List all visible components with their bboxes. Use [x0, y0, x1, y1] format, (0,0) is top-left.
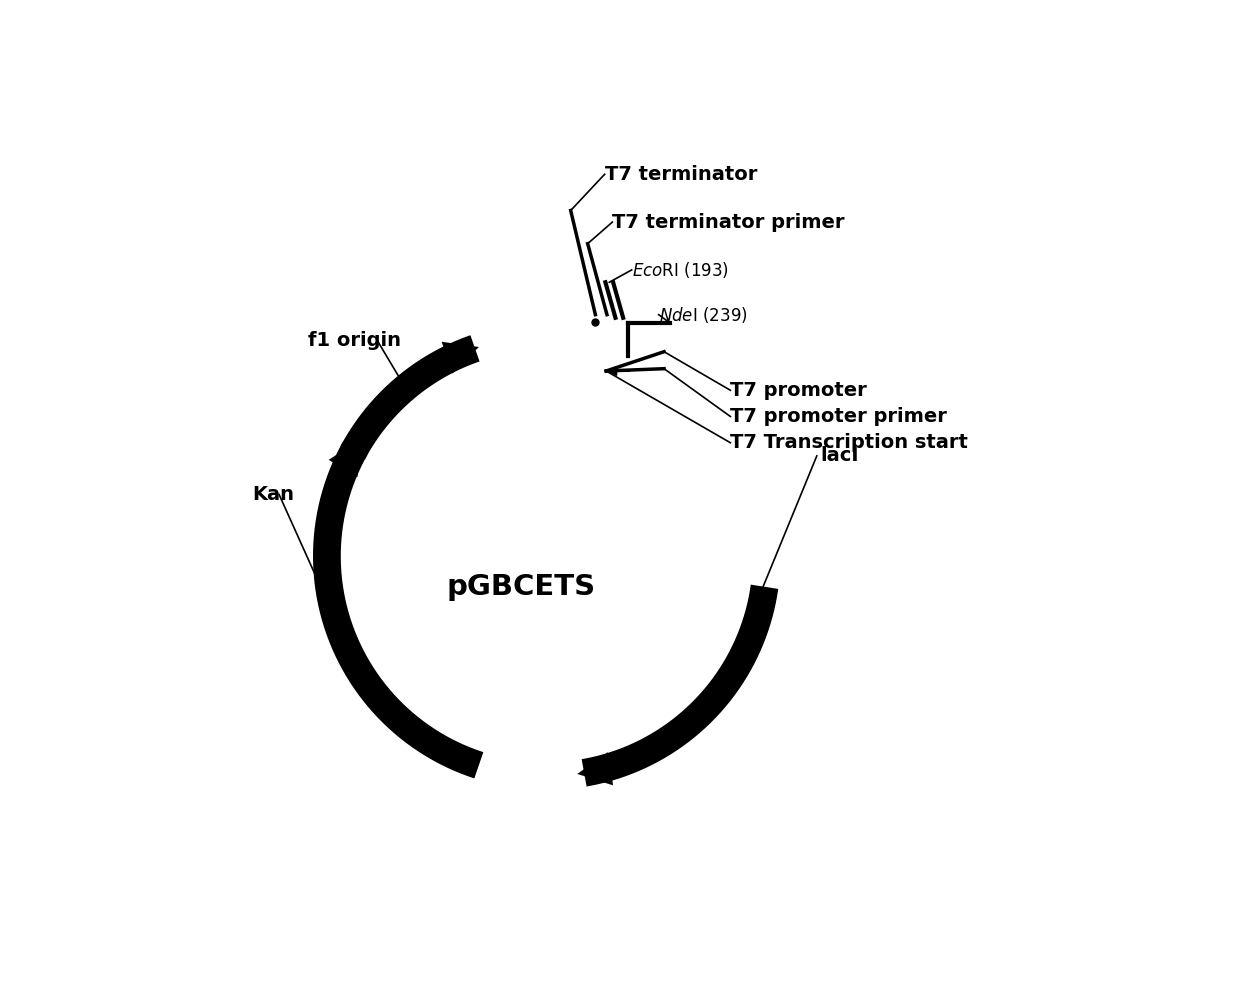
Text: lacI: lacI	[821, 446, 859, 465]
Text: $\it{Nde}$I (239): $\it{Nde}$I (239)	[658, 305, 748, 325]
Text: T7 promoter: T7 promoter	[730, 381, 867, 400]
Text: $\it{Eco}$RI (193): $\it{Eco}$RI (193)	[631, 260, 728, 280]
Text: T7 terminator primer: T7 terminator primer	[613, 212, 844, 231]
Text: pGBCETS: pGBCETS	[446, 573, 595, 601]
Text: Kan: Kan	[252, 485, 294, 504]
Text: T7 terminator: T7 terminator	[605, 164, 756, 183]
Text: T7 Transcription start: T7 Transcription start	[730, 433, 968, 452]
Text: T7 promoter primer: T7 promoter primer	[730, 407, 947, 426]
Text: f1 origin: f1 origin	[308, 331, 401, 350]
